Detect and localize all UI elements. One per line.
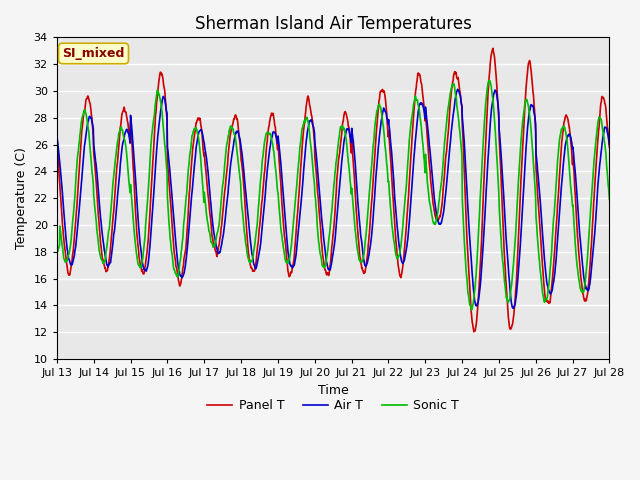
Panel T bbox=[419, 92, 427, 98]
Panel T bbox=[176, 283, 184, 289]
Sonic T bbox=[605, 196, 613, 202]
Text: SI_mixed: SI_mixed bbox=[62, 47, 125, 60]
Sonic T bbox=[492, 136, 500, 142]
Air T bbox=[509, 305, 517, 311]
Line: Panel T: Panel T bbox=[57, 48, 609, 332]
Air T bbox=[419, 103, 427, 108]
Sonic T bbox=[541, 300, 548, 305]
Y-axis label: Temperature (C): Temperature (C) bbox=[15, 147, 28, 249]
Sonic T bbox=[53, 252, 61, 257]
Sonic T bbox=[468, 307, 476, 313]
Sonic T bbox=[485, 78, 493, 84]
Air T bbox=[53, 131, 61, 137]
Sonic T bbox=[237, 199, 245, 204]
Panel T bbox=[53, 139, 61, 145]
Air T bbox=[605, 142, 613, 147]
Line: Sonic T: Sonic T bbox=[57, 81, 609, 310]
Sonic T bbox=[419, 140, 427, 146]
Sonic T bbox=[163, 160, 170, 166]
Legend: Panel T, Air T, Sonic T: Panel T, Air T, Sonic T bbox=[202, 394, 464, 417]
Panel T bbox=[470, 329, 477, 335]
Air T bbox=[454, 86, 461, 92]
Air T bbox=[163, 108, 170, 113]
Panel T bbox=[541, 287, 548, 293]
Panel T bbox=[163, 107, 170, 113]
Panel T bbox=[237, 159, 245, 165]
Panel T bbox=[605, 144, 613, 150]
Sonic T bbox=[176, 260, 184, 266]
Panel T bbox=[492, 67, 500, 73]
Air T bbox=[492, 87, 499, 93]
Air T bbox=[237, 148, 245, 154]
Title: Sherman Island Air Temperatures: Sherman Island Air Temperatures bbox=[195, 15, 472, 33]
Air T bbox=[176, 271, 184, 277]
Line: Air T: Air T bbox=[57, 89, 609, 308]
Air T bbox=[541, 257, 548, 263]
X-axis label: Time: Time bbox=[317, 384, 348, 396]
Panel T bbox=[489, 46, 497, 51]
